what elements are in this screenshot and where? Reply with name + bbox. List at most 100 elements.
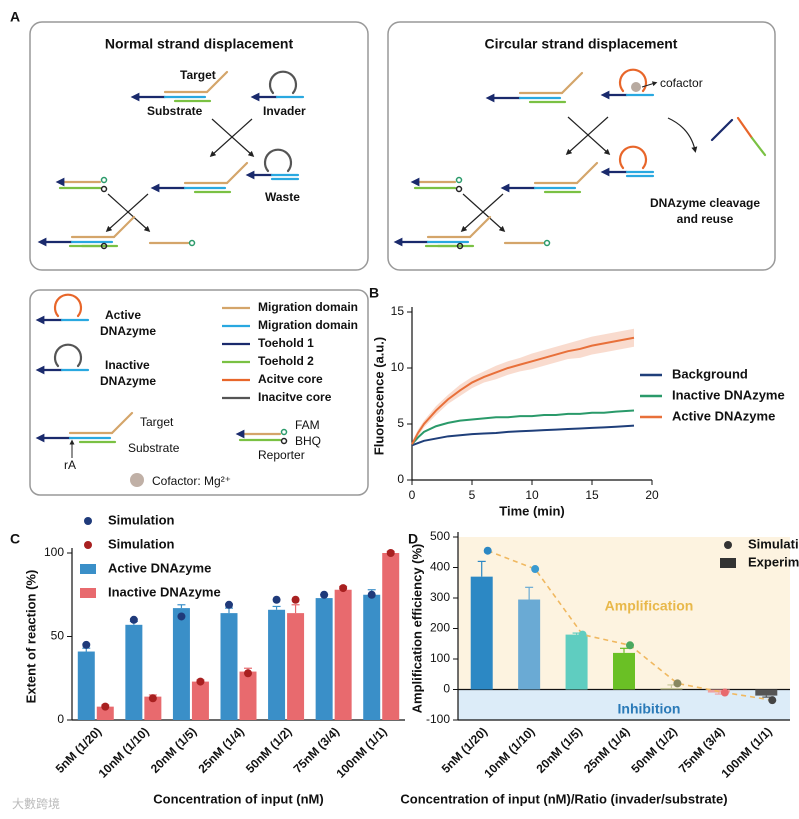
dot (101, 702, 110, 711)
label: DNAzyme (100, 324, 156, 338)
dot (148, 694, 157, 703)
cofactor-ball (130, 473, 144, 487)
fluorophore (188, 239, 196, 247)
y-tick-label: 0 (443, 682, 450, 696)
dot (768, 696, 777, 705)
dot (339, 584, 348, 593)
label: DNAzyme cleavage (650, 196, 760, 210)
x-tick-label: 100nM (1/1) (719, 724, 775, 780)
bar (125, 624, 143, 720)
x-tick-label: 20nM (1/5) (148, 724, 199, 775)
bar (660, 687, 683, 690)
line (411, 424, 635, 447)
x-tick-label: 25nM (1/4) (195, 724, 246, 775)
panel-label: B (369, 285, 379, 301)
line (411, 336, 635, 445)
dot (244, 669, 252, 678)
label: Target (140, 415, 174, 429)
x-tick-label: 5 (469, 488, 476, 502)
legend-swatch (84, 517, 92, 525)
legend-label: Active DNAzyme (108, 560, 211, 575)
x-tick-label: 10nM (1/10) (96, 724, 152, 780)
dot (225, 600, 233, 609)
legend-label: Simulation (108, 512, 175, 527)
legend-swatch (720, 558, 736, 568)
x-tick-label: 100nM (1/1) (333, 724, 389, 780)
label: Cofactor: Mg²⁺ (152, 474, 231, 488)
label: Reporter (258, 448, 305, 462)
region-label: Inhibition (618, 701, 681, 717)
legend-label: Inacitve core (258, 390, 332, 404)
bar (77, 651, 95, 720)
bar (613, 652, 635, 690)
x-tick-label: 75nM (3/4) (676, 724, 727, 775)
legend-label: Migration domain (258, 318, 358, 332)
y-tick-label: 15 (391, 304, 405, 318)
legend-swatch (724, 541, 732, 549)
bar (518, 599, 541, 690)
legend-label: Simulation (108, 536, 175, 551)
strand (750, 136, 767, 157)
x-tick-label: 5nM (1/20) (53, 724, 104, 775)
x-axis-label: Time (min) (499, 503, 565, 518)
bar (334, 589, 352, 720)
label: BHQ (295, 434, 321, 448)
legend-swatch (80, 564, 96, 574)
y-axis-label: Fluorescence (a.u.) (371, 337, 386, 455)
bar (191, 681, 209, 720)
panel-label: C (10, 531, 20, 547)
legend-label: Active DNAzyme (672, 408, 775, 423)
bar (96, 706, 114, 720)
x-tick-label: 75nM (3/4) (291, 724, 342, 775)
label: Substrate (128, 441, 180, 455)
x-tick-label: 20nM (1/5) (534, 724, 585, 775)
line (411, 409, 635, 445)
label: and reuse (677, 212, 734, 226)
y-tick-label: -100 (426, 712, 450, 726)
arrow (641, 81, 658, 88)
label: FAM (295, 418, 320, 432)
fluorophore (543, 239, 551, 247)
dot (291, 595, 300, 604)
y-tick-label: 5 (397, 416, 404, 430)
y-tick-label: 400 (430, 560, 450, 574)
watermark: 大數跨境 (12, 796, 60, 811)
legend-label: Toehold 1 (258, 336, 314, 350)
cofactor-ball (631, 82, 641, 92)
legend-label: Migration domain (258, 300, 358, 314)
dot (367, 590, 376, 599)
label: DNAzyme (100, 374, 156, 388)
legend-label: Toehold 2 (258, 354, 314, 368)
legend-label: Background (672, 366, 748, 381)
box (387, 21, 776, 271)
x-axis-label: Concentration of input (nM)/Ratio (invad… (400, 791, 727, 806)
x-tick-label: 20 (645, 488, 659, 502)
x-tick-label: 15 (585, 488, 599, 502)
label: Target (180, 68, 216, 82)
quencher (100, 242, 108, 250)
bar (565, 634, 588, 690)
label: cofactor (660, 76, 703, 90)
strand (710, 118, 734, 142)
x-tick-label: 5nM (1/20) (439, 724, 490, 775)
y-tick-label: 100 (44, 545, 64, 559)
label: Invader (263, 104, 306, 118)
legend-swatch (84, 541, 92, 549)
legend-swatch (80, 588, 96, 598)
dot (129, 615, 138, 624)
y-tick-label: 300 (430, 590, 450, 604)
x-axis-label: Concentration of input (nM) (153, 791, 323, 806)
dot (720, 688, 729, 697)
panel-label: A (10, 9, 20, 25)
y-tick-label: 100 (430, 651, 450, 665)
box-title: Circular strand displacement (485, 36, 678, 52)
y-axis-label: Extent of reaction (%) (23, 570, 38, 704)
legend-box: Active DNAzyme Inactive DNAzyme Target S… (29, 289, 369, 496)
dot (531, 565, 540, 574)
dot (483, 546, 492, 555)
y-tick-label: 10 (391, 360, 405, 374)
dot (272, 595, 281, 604)
box (29, 21, 369, 271)
y-tick-label: 50 (51, 629, 65, 643)
